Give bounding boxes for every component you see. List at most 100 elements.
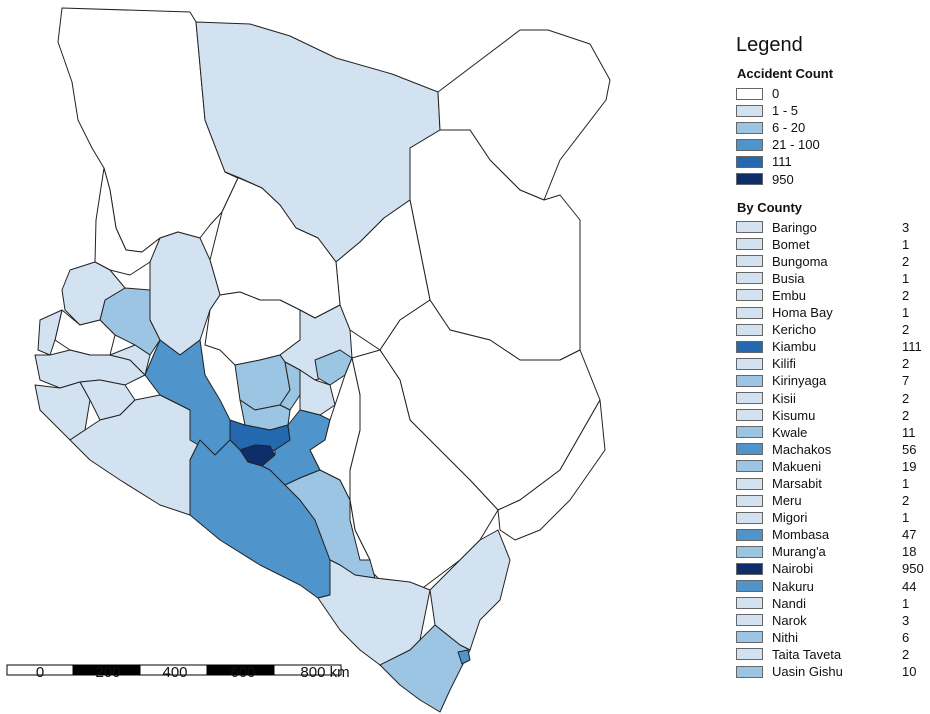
county-swatch bbox=[736, 528, 763, 541]
county-swatch bbox=[736, 511, 763, 524]
county-swatch bbox=[736, 562, 763, 575]
county-row: Baringo 3 bbox=[736, 219, 926, 236]
class-row: 21 - 100 bbox=[736, 136, 926, 153]
county-name: Embu bbox=[772, 287, 806, 303]
county-count: 2 bbox=[902, 390, 910, 406]
county-name: Nakuru bbox=[772, 578, 814, 594]
county-name: Kilifi bbox=[772, 356, 796, 372]
county-count: 1 bbox=[902, 510, 910, 526]
class-swatch bbox=[736, 155, 763, 168]
county-row: Homa Bay 1 bbox=[736, 304, 926, 321]
county-count: 111 bbox=[902, 339, 922, 355]
county-row: Nakuru 44 bbox=[736, 578, 926, 595]
county-count: 6 bbox=[902, 629, 910, 645]
county-row: Kwale 11 bbox=[736, 424, 926, 441]
county-name: Meru bbox=[772, 493, 802, 509]
county-count: 3 bbox=[902, 219, 910, 235]
county-count: 2 bbox=[902, 356, 910, 372]
county-swatch bbox=[736, 323, 763, 336]
county-count: 18 bbox=[902, 544, 917, 560]
county-count: 1 bbox=[902, 236, 910, 252]
class-label: 111 bbox=[772, 154, 792, 170]
class-row: 0 bbox=[736, 85, 926, 102]
county-row: Meru 2 bbox=[736, 492, 926, 509]
county-name: Murang'a bbox=[772, 544, 826, 560]
class-swatch bbox=[736, 138, 763, 151]
county-row: Kisii 2 bbox=[736, 390, 926, 407]
county-lamu bbox=[497, 399, 606, 541]
county-count: 1 bbox=[902, 595, 910, 611]
county-count: 3 bbox=[902, 612, 910, 628]
class-row: 6 - 20 bbox=[736, 119, 926, 136]
county-row: Marsabit 1 bbox=[736, 475, 926, 492]
county-name: Taita Taveta bbox=[772, 646, 842, 662]
county-name: Kwale bbox=[772, 424, 808, 440]
scale-labels: 0 200 400 600 800 km bbox=[0, 664, 360, 684]
scale-label-400: 400 bbox=[162, 664, 188, 681]
county-row: Taita Taveta 2 bbox=[736, 646, 926, 663]
county-name: Kisii bbox=[772, 390, 796, 406]
by-county-heading: By County bbox=[737, 199, 802, 215]
class-label: 6 - 20 bbox=[772, 120, 806, 136]
county-count: 7 bbox=[902, 373, 910, 389]
county-count: 44 bbox=[902, 578, 917, 594]
scale-label-800-km: 800 km bbox=[300, 664, 350, 681]
county-row: Kiambu 111 bbox=[736, 338, 926, 355]
class-label: 1 - 5 bbox=[772, 103, 799, 119]
county-name: Kirinyaga bbox=[772, 373, 827, 389]
county-count: 2 bbox=[902, 253, 910, 269]
county-swatch bbox=[736, 289, 763, 302]
county-row: Bungoma 2 bbox=[736, 253, 926, 270]
class-swatch bbox=[736, 104, 763, 117]
class-label: 0 bbox=[772, 86, 780, 102]
county-name: Kericho bbox=[772, 322, 817, 338]
county-swatch bbox=[736, 648, 763, 661]
class-row: 111 bbox=[736, 153, 926, 170]
county-name: Machakos bbox=[772, 441, 832, 457]
county-mombasa bbox=[457, 649, 471, 665]
county-swatch bbox=[736, 221, 763, 234]
county-name: Homa Bay bbox=[772, 305, 833, 321]
county-busia bbox=[37, 309, 63, 356]
scale-segment bbox=[273, 664, 342, 676]
county-swatch bbox=[736, 580, 763, 593]
county-bungoma bbox=[61, 261, 126, 326]
county-swatch bbox=[736, 665, 763, 678]
county-name: Kisumu bbox=[772, 407, 816, 423]
accident-count-heading: Accident Count bbox=[737, 66, 834, 81]
scale-bar bbox=[6, 664, 342, 676]
county-name: Mombasa bbox=[772, 527, 830, 543]
county-swatch bbox=[736, 443, 763, 456]
county-embu bbox=[299, 369, 336, 416]
county-row: Embu 2 bbox=[736, 287, 926, 304]
county-swatch bbox=[736, 614, 763, 627]
county-row: Nandi 1 bbox=[736, 595, 926, 612]
county-narok bbox=[69, 394, 201, 516]
class-swatch bbox=[736, 173, 763, 186]
county-row: Narok 3 bbox=[736, 612, 926, 629]
class-label: 21 - 100 bbox=[772, 137, 820, 153]
county-row: Migori 1 bbox=[736, 509, 926, 526]
class-swatch bbox=[736, 121, 763, 134]
county-name: Marsabit bbox=[772, 476, 822, 492]
county-row: Nairobi 950 bbox=[736, 560, 926, 577]
county-name: Narok bbox=[772, 612, 807, 628]
county-kitui bbox=[309, 357, 371, 561]
county-name: Busia bbox=[772, 270, 805, 286]
county-swatch bbox=[736, 340, 763, 353]
county-count: 19 bbox=[902, 458, 917, 474]
county-count: 1 bbox=[902, 270, 910, 286]
county-swatch bbox=[736, 494, 763, 507]
county-swatch bbox=[736, 357, 763, 370]
county-list: Baringo 3 Bomet 1 Bungoma 2 Busia 1 Embu 2 Homa Ba… bbox=[736, 219, 926, 681]
county-swatch bbox=[736, 597, 763, 610]
county-row: Kilifi 2 bbox=[736, 355, 926, 372]
county-name: Migori bbox=[772, 510, 808, 526]
county-swatch bbox=[736, 545, 763, 558]
county-count: 2 bbox=[902, 407, 910, 423]
county-swatch bbox=[736, 272, 763, 285]
county-count: 56 bbox=[902, 441, 917, 457]
county-name: Nandi bbox=[772, 595, 806, 611]
county-count: 2 bbox=[902, 646, 910, 662]
